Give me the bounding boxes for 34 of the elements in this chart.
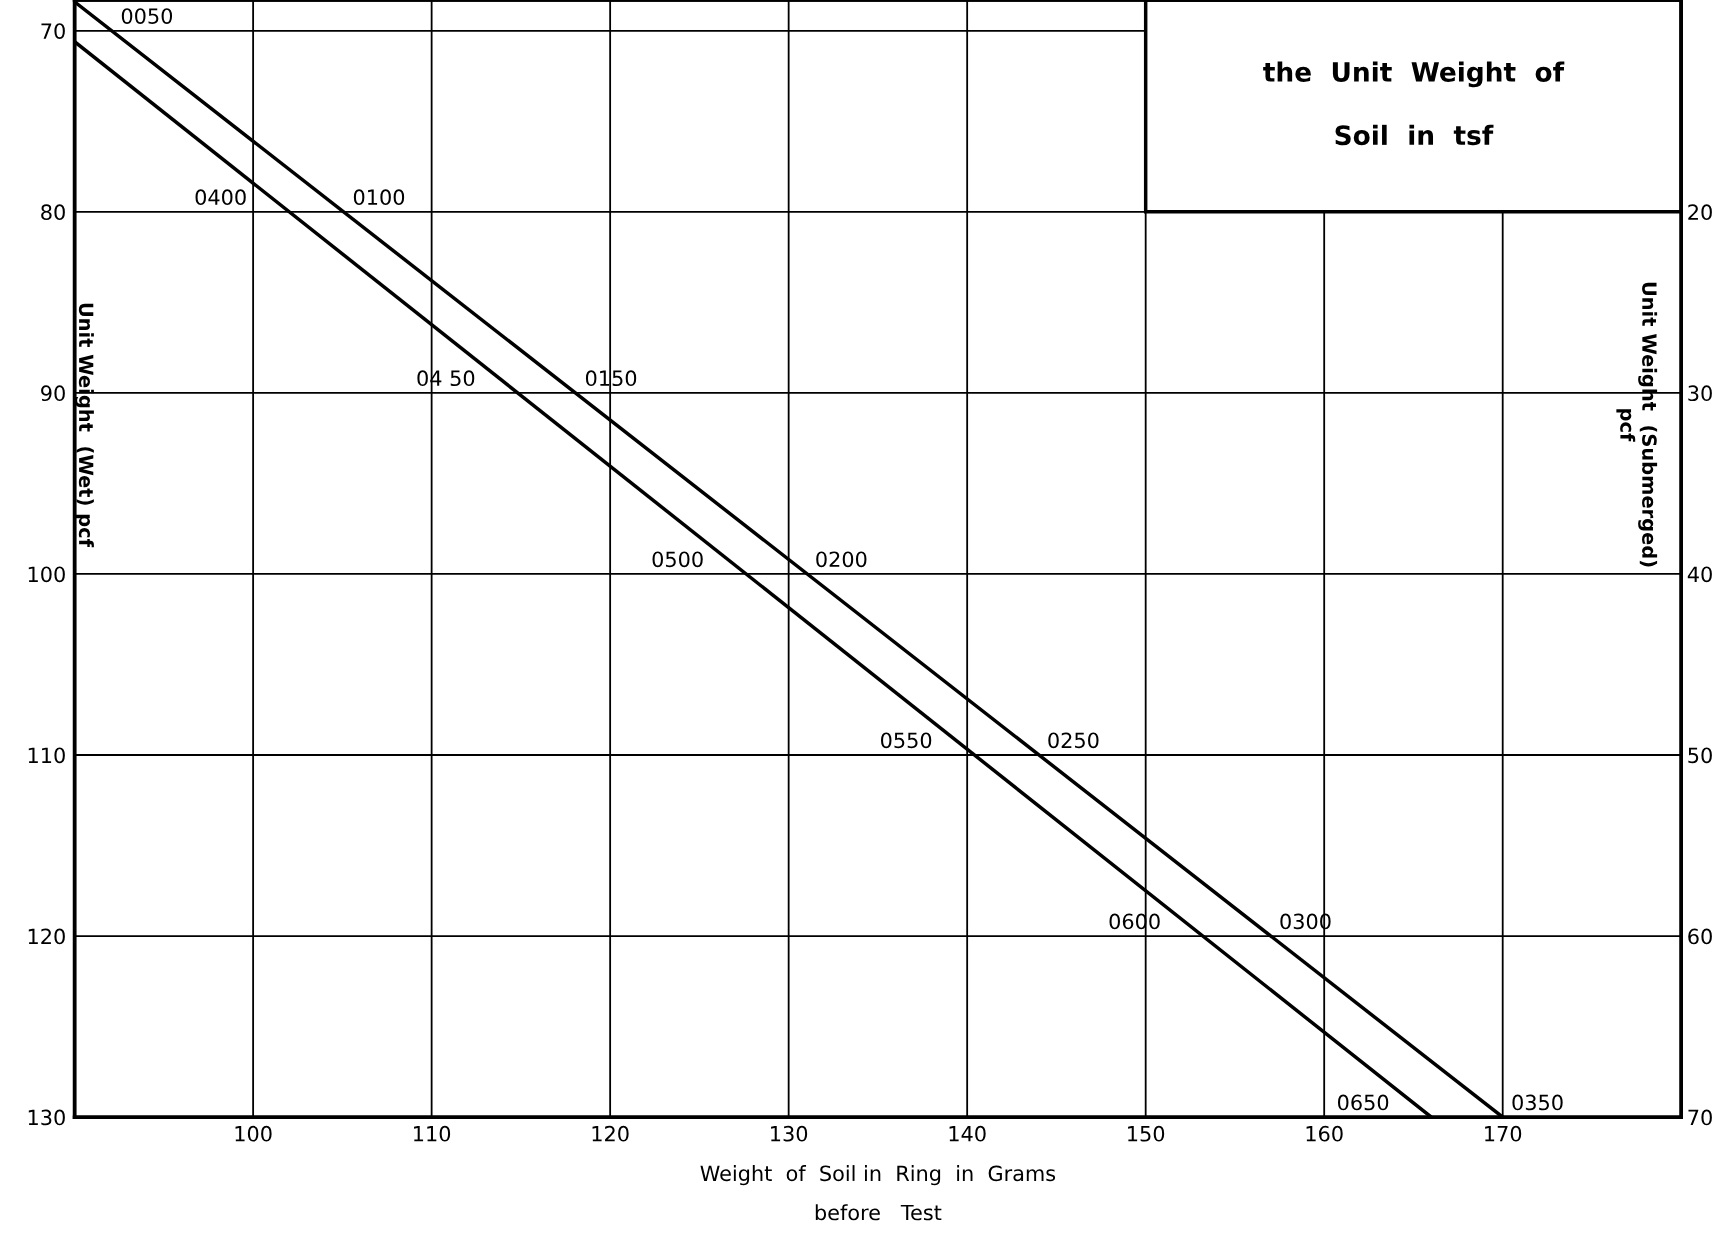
x-tick-label: 140 [949, 1125, 986, 1142]
annotation: 0200 [816, 551, 867, 568]
x-tick-label: 120 [592, 1125, 629, 1142]
y-tick-label: 90 [41, 385, 65, 402]
x-tick-label: 150 [1128, 1125, 1165, 1142]
y-tick-label: 100 [28, 566, 65, 583]
y2-tick-label: 30 [1688, 385, 1712, 402]
x-tick-label: 160 [1306, 1125, 1343, 1142]
y2-tick-label: 40 [1687, 566, 1712, 583]
y-tick-label: 130 [28, 1109, 65, 1126]
y-tick-label: 80 [41, 204, 65, 221]
y-tick-label: 70 [41, 23, 65, 39]
annotation: 0500 [652, 551, 703, 568]
y-tick-label: 110 [28, 747, 65, 764]
y2-tick-label: 60 [1688, 928, 1712, 945]
annotation: 0050 [121, 8, 173, 24]
x-tick-label: 130 [771, 1125, 808, 1142]
y2-tick-label: 20 [1688, 204, 1712, 221]
annotation: 0400 [195, 189, 246, 206]
annotation: 0250 [1048, 732, 1099, 749]
x-tick-label: 100 [235, 1125, 272, 1142]
annotation: 0550 [880, 732, 932, 749]
x-tick-label: 110 [414, 1125, 451, 1142]
annotation: 0100 [353, 189, 405, 206]
y-axis-title: Unit Weight (Wet) pcf [74, 303, 94, 548]
y2-axis-title: Unit Weight (Submerged) pcf [1616, 282, 1658, 567]
text: the Unit Weight of Soil in tsf [1263, 61, 1565, 146]
y2-tick-label: 70 [1688, 1109, 1712, 1126]
annotation: 0350 [1512, 1094, 1563, 1111]
annotation: 0650 [1337, 1094, 1389, 1111]
x-axis-title: Weight of Soil in Ring in Grams before Test [700, 1165, 1056, 1221]
x-tick-label: 170 [1485, 1125, 1522, 1142]
y-tick-label: 120 [28, 928, 65, 945]
y2-tick-label: 50 [1688, 747, 1712, 764]
